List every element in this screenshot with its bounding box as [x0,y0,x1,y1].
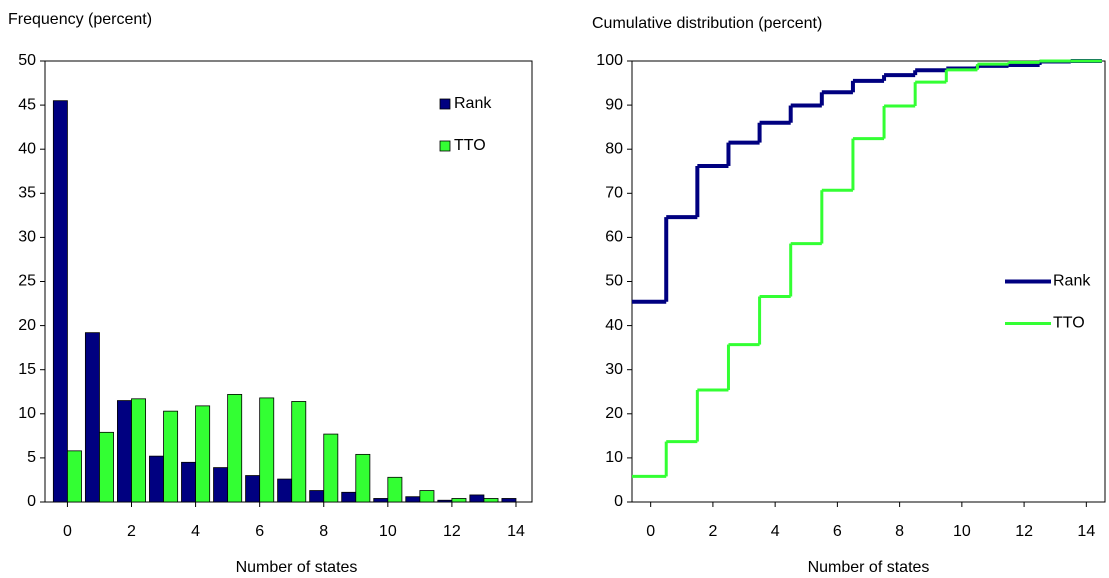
y-tick-label: 40 [18,140,36,157]
bar [419,490,435,503]
y-tick-label: 70 [605,185,623,202]
bar [149,455,164,503]
y-tick-label: 10 [18,405,36,422]
legend-label: Rank [454,95,492,112]
y-tick-label: 5 [27,449,36,466]
y-tick-label: 100 [596,52,623,69]
x-tick-label: 6 [255,523,264,540]
x-tick-label: 4 [191,523,200,540]
legend-swatch [439,98,451,110]
legend-label: Rank [1053,273,1091,290]
bar [469,494,485,503]
bar [163,410,179,503]
x-tick-label: 14 [507,523,525,540]
x-tick-label: 8 [319,523,328,540]
x-tick-label: 4 [771,523,780,540]
y-tick-label: 80 [605,140,623,157]
x-tick-label: 10 [379,523,397,540]
bar [99,431,114,503]
y-tick-label: 15 [18,361,36,378]
bar [117,400,132,503]
x-tick-label: 0 [63,523,72,540]
bar [501,498,517,503]
y-axis-label: Frequency (percent) [8,11,152,28]
bar [84,332,100,503]
bar [387,476,403,503]
x-tick-label: 8 [895,523,904,540]
bar [291,401,307,503]
bar [341,491,357,503]
y-tick-label: 20 [605,405,623,422]
bar [405,496,421,503]
x-tick-label: 10 [953,523,971,540]
legend-label: TTO [454,137,486,154]
bar [451,498,467,503]
y-tick-label: 90 [605,96,623,113]
y-tick-label: 0 [27,493,36,510]
bar [67,450,82,503]
bar [277,478,293,503]
y-axis-label: Cumulative distribution (percent) [592,15,822,32]
bar [181,461,196,503]
y-tick-label: 10 [605,449,623,466]
bar [437,499,453,503]
y-tick-label: 35 [18,185,36,202]
y-tick-label: 60 [605,229,623,246]
bar [227,393,243,503]
y-tick-label: 45 [18,96,36,113]
bar [245,475,261,503]
x-tick-label: 2 [708,523,717,540]
y-tick-label: 20 [18,317,36,334]
bar [131,398,147,503]
x-axis-label: Number of states [808,559,930,576]
x-tick-label: 6 [833,523,842,540]
legend-label: TTO [1053,315,1085,332]
bar [355,453,371,503]
y-tick-label: 30 [18,229,36,246]
y-tick-label: 0 [614,493,623,510]
x-tick-label: 12 [1015,523,1033,540]
x-tick-label: 0 [646,523,655,540]
bar [373,498,389,503]
bar [52,100,68,503]
bar [213,467,229,503]
bar [483,498,499,503]
y-tick-label: 50 [605,273,623,290]
bar [323,433,339,503]
x-tick-label: 12 [443,523,461,540]
legend-swatch [439,140,451,152]
bar [259,397,275,503]
x-axis-label: Number of states [236,559,358,576]
y-tick-label: 50 [18,52,36,69]
x-tick-label: 14 [1077,523,1095,540]
y-tick-label: 25 [18,273,36,290]
x-tick-label: 2 [127,523,136,540]
bar [309,490,325,503]
bar [195,405,211,503]
y-tick-label: 40 [605,317,623,334]
y-tick-label: 30 [605,361,623,378]
